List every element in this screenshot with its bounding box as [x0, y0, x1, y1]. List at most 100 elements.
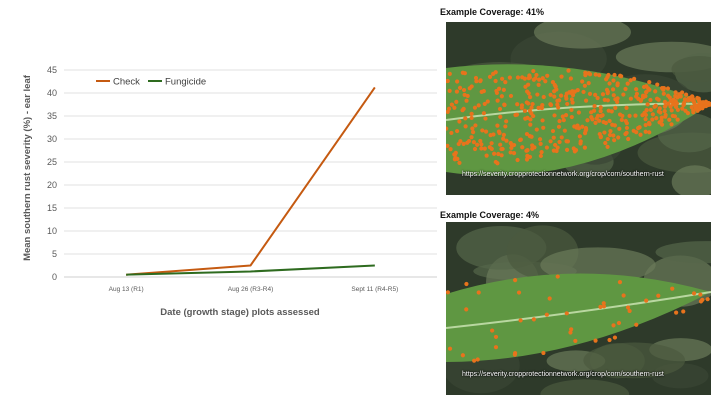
blurred-foliage — [533, 22, 631, 49]
rust-pustule — [522, 108, 528, 114]
leaf-photo-high-coverage: https://severity.cropprotectionnetwork.o… — [446, 22, 711, 195]
rust-pustule — [665, 86, 671, 91]
rust-pustule — [481, 111, 487, 116]
rust-pustule — [652, 104, 657, 109]
rust-pustule — [454, 99, 459, 104]
rust-pustule — [551, 135, 556, 140]
rust-pustule — [677, 92, 682, 97]
y-tick-label: 30 — [47, 134, 57, 144]
rust-pustule — [463, 116, 468, 121]
rust-pustule — [483, 129, 489, 134]
rust-pustule — [705, 297, 710, 302]
rust-pustule — [593, 92, 598, 97]
y-tick-label: 35 — [47, 111, 57, 121]
rust-pustule — [601, 301, 606, 306]
rust-pustule — [548, 102, 553, 107]
rust-pustule — [485, 99, 490, 104]
rust-pustule — [647, 79, 652, 85]
rust-pustule — [653, 89, 658, 94]
rust-pustule — [519, 105, 524, 110]
rust-pustule — [617, 112, 623, 117]
rust-pustule — [473, 123, 478, 128]
rust-pustule — [526, 75, 531, 81]
rust-pustule — [471, 140, 477, 145]
rust-pustule — [601, 304, 607, 309]
rust-pustule — [515, 157, 520, 163]
rust-pustule — [461, 87, 467, 93]
rust-pustule — [463, 124, 468, 129]
rust-pustule — [446, 290, 450, 295]
blurred-foliage — [671, 56, 711, 83]
rust-pustule — [595, 95, 600, 101]
rust-pustule — [616, 320, 622, 326]
rust-pustule — [606, 108, 611, 113]
rust-pustule — [607, 132, 613, 138]
rust-pustule — [663, 114, 668, 119]
rust-pustule — [515, 102, 520, 107]
blurred-foliage — [583, 342, 686, 379]
rust-pustule — [603, 120, 608, 126]
rust-pustule — [465, 93, 470, 99]
rust-pustule — [461, 141, 466, 147]
rust-pustule — [612, 72, 617, 78]
rust-pustule — [680, 106, 685, 111]
rust-pustule — [614, 97, 619, 102]
rust-pustule — [628, 96, 634, 101]
rust-pustule — [583, 98, 589, 103]
rust-pustule — [508, 150, 513, 155]
rust-pustule — [564, 96, 569, 101]
rust-pustule — [482, 101, 487, 107]
rust-pustule — [627, 308, 632, 314]
rust-pustule — [643, 116, 648, 122]
rust-pustule — [469, 115, 474, 121]
rust-pustule — [524, 100, 529, 105]
leaf-midrib — [446, 291, 711, 329]
rust-pustule — [634, 87, 639, 92]
rust-pustule — [557, 98, 562, 103]
rust-pustule — [508, 141, 513, 146]
rust-pustule — [503, 124, 508, 129]
rust-pustule — [481, 89, 486, 94]
rust-pustule — [449, 102, 454, 107]
rust-pustule — [648, 107, 653, 113]
rust-pustule — [513, 112, 518, 118]
rust-pustule — [610, 122, 615, 127]
rust-pustule — [475, 357, 480, 362]
rust-pustule — [501, 136, 506, 141]
rust-pustule — [605, 98, 610, 103]
rust-pustule — [508, 93, 514, 99]
y-tick-label: 5 — [52, 249, 57, 259]
rust-pustule — [593, 120, 598, 126]
rust-pustule — [564, 147, 570, 152]
rust-pustule — [470, 130, 476, 135]
y-tick-label: 25 — [47, 157, 57, 167]
rust-pustule — [544, 145, 549, 150]
rust-pustule — [633, 113, 638, 118]
blurred-foliage — [671, 165, 711, 195]
rust-pustule — [656, 109, 661, 114]
rust-pustule — [607, 337, 612, 343]
rust-pustule — [525, 147, 530, 153]
rust-pustule — [562, 128, 567, 133]
rust-pustule — [608, 129, 613, 134]
rust-pustule — [565, 101, 570, 107]
rust-pustule — [560, 114, 565, 119]
rust-pustule — [595, 113, 601, 118]
rust-pustule — [561, 118, 566, 123]
rust-pustule — [643, 93, 648, 99]
rust-pustule — [518, 137, 523, 143]
rust-pustule — [618, 73, 623, 78]
rust-pustule — [624, 125, 630, 131]
rust-pustule — [499, 76, 505, 81]
rust-pustule — [593, 338, 598, 343]
rust-pustule — [625, 81, 630, 86]
rust-pustule — [646, 86, 651, 91]
rust-pustule — [607, 81, 612, 86]
y-axis-label: Mean southern rust severity (%) - ear le… — [22, 74, 33, 261]
rust-pustule — [681, 309, 686, 314]
rust-pustule — [499, 94, 504, 99]
rust-pustule — [654, 115, 659, 121]
rust-pustule — [457, 85, 463, 90]
rust-pustule — [669, 98, 674, 104]
rust-pustule — [446, 106, 452, 111]
